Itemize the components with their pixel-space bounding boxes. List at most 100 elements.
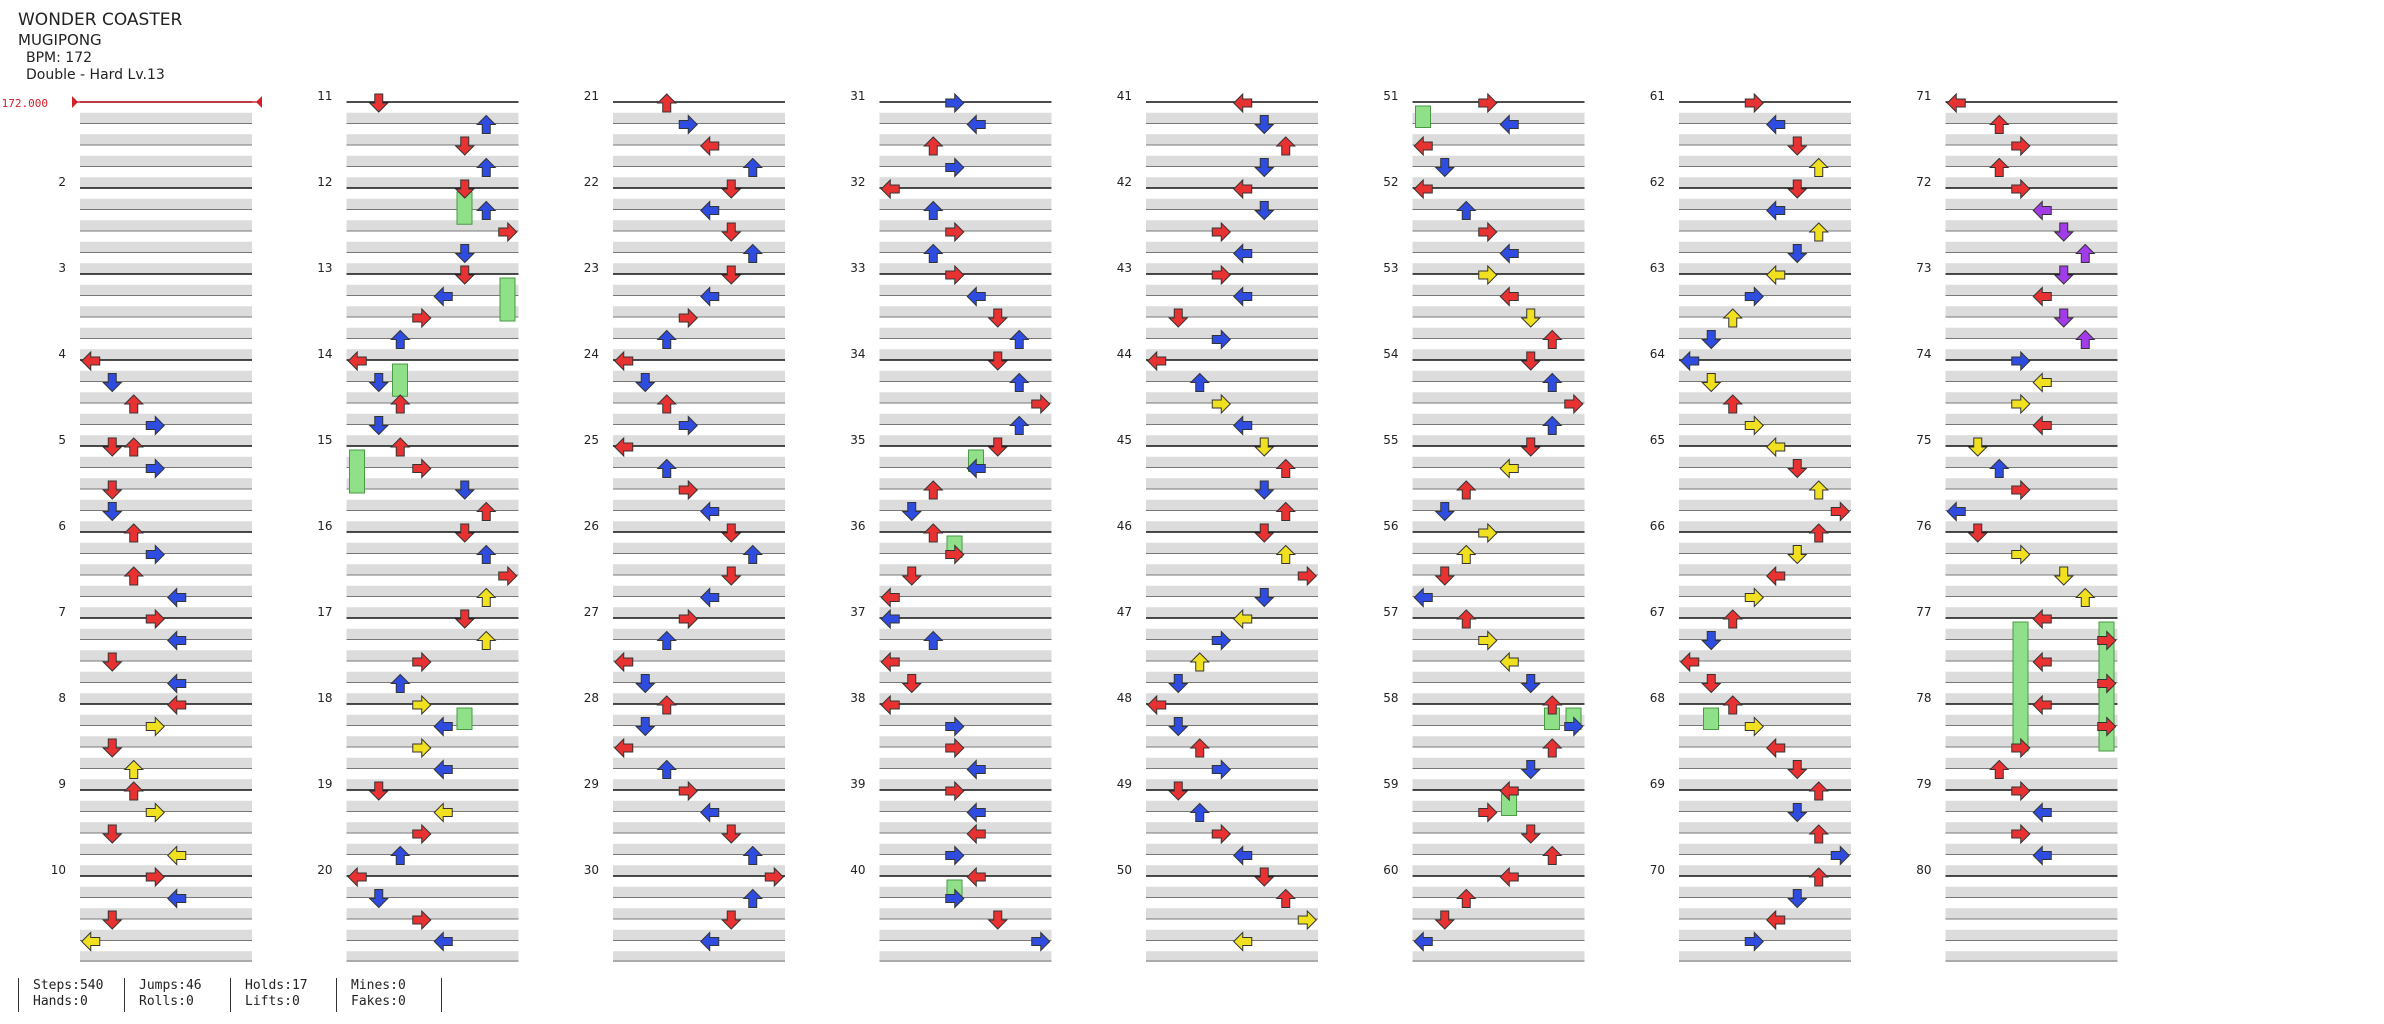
measure-band [1146,929,1318,941]
measure-band [613,908,785,919]
measure-band [613,327,785,339]
measure-band [1412,800,1585,812]
arrow-up [390,845,411,865]
measure-band [346,177,519,188]
arrow-shape [2097,673,2117,694]
measure-band [1679,435,1851,446]
measure-number: 12 [317,175,332,189]
measure-band [879,112,1052,124]
measure-band [346,736,519,747]
measure-band [1679,671,1851,683]
arrow-left [2032,372,2052,393]
measure-band [1945,607,2118,618]
arrow-down [454,136,475,156]
arrow-shape [700,802,720,823]
measure-band [1412,134,1585,145]
measure-band [613,628,785,640]
measure-band [879,435,1052,446]
arrow-down [1254,867,1275,887]
arrow-shape [454,136,475,156]
arrow-shape [433,931,453,952]
measure-band [1146,585,1318,597]
arrow-left [1499,458,1519,479]
measure-2: 2 [58,175,252,274]
arrow-down [102,502,123,522]
arrow-down [102,480,123,500]
arrow-shape [1456,200,1477,220]
measure-band [346,327,519,339]
arrow-up [1808,523,1829,543]
measure-band [1945,779,2118,790]
arrow-down [1254,480,1275,500]
arrow-up [123,759,144,779]
measure-14: 14 [317,347,519,446]
arrow-right [412,307,432,329]
arrow-shape [1830,501,1850,522]
arrow-shape [1808,222,1829,242]
arrow-up [1989,458,2010,478]
measure-75: 75 [1916,433,2118,532]
arrow-right [2097,630,2117,651]
arrow-right [764,866,784,888]
arrow-shape [102,652,123,672]
measure-band [346,693,519,704]
measure-band [613,929,785,941]
hold-body [499,277,516,322]
measure-band [80,822,252,833]
arrow-shape [614,350,634,372]
arrow-left [1946,501,1966,522]
measure-42: 42 [1117,175,1318,274]
arrow-down [454,480,475,500]
arrow-left [1946,92,1966,114]
measure-band [879,478,1052,489]
arrow-right [145,716,165,737]
arrow-shape [1478,92,1498,114]
arrow-right [2097,673,2117,694]
arrow-up [1189,372,1210,392]
arrow-shape [1701,330,1722,350]
arrow-shape [123,523,144,543]
measure-band [1679,456,1851,468]
arrow-down [102,373,123,393]
measure-number: 15 [317,433,332,447]
arrow-shape [2075,329,2096,349]
measure-band [879,886,1052,898]
arrow-right [945,845,965,866]
arrow-up [1808,222,1829,242]
arrow-up [1009,372,1030,392]
arrow-left [347,866,367,888]
arrow-up [1808,824,1829,844]
arrow-left [1680,350,1700,372]
arrow-shape [2032,415,2052,436]
measure-band [879,284,1052,296]
arrow-right [412,909,432,931]
arrow-up [476,630,497,650]
arrow-right [2011,135,2031,157]
arrow-up [1456,200,1477,220]
stat-value: Mines:0 [351,978,406,993]
arrow-right [145,802,165,823]
arrow-shape [1168,674,1189,694]
arrow-shape [1275,501,1296,521]
arrow-left [1766,436,1786,458]
arrow-up [1009,415,1030,435]
measure-number: 34 [850,347,865,361]
arrow-shape [880,587,900,608]
arrow-shape [700,135,720,157]
measure-36: 36 [850,519,1052,618]
measure-band [1679,843,1851,855]
measure-band [1146,886,1318,898]
arrow-shape [1275,544,1296,564]
measure-band [1679,607,1851,618]
arrow-shape [656,329,677,349]
arrow-right [412,823,432,845]
arrow-shape [433,759,453,780]
arrow-down [901,566,922,586]
measure-band [80,370,252,382]
arrow-right [145,415,165,436]
measure-band [1945,650,2118,661]
arrow-shape [880,694,900,716]
arrow-down [454,265,475,285]
measure-band [1679,542,1851,554]
arrow-right [412,651,432,673]
